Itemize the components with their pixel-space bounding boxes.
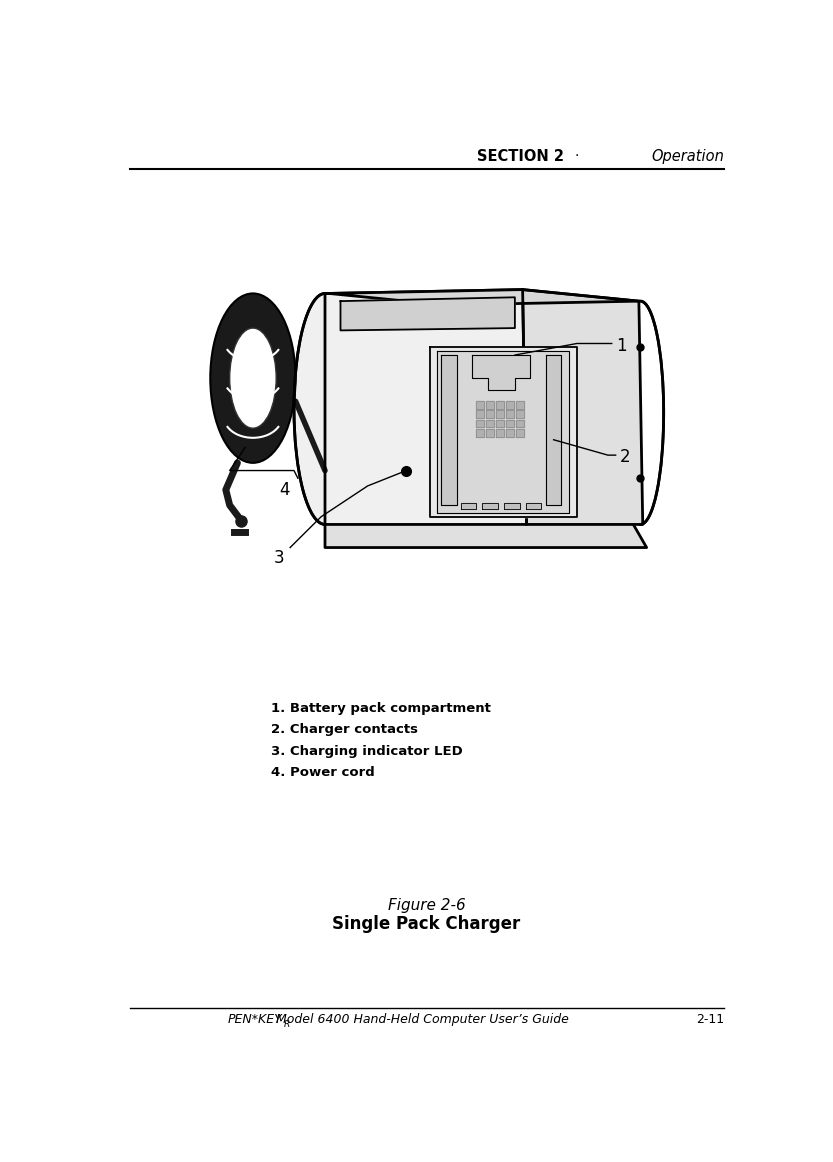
Polygon shape — [325, 521, 646, 547]
Text: 3. Charging indicator LED: 3. Charging indicator LED — [271, 745, 462, 758]
Bar — [516, 419, 524, 428]
Polygon shape — [325, 289, 526, 524]
Text: 3: 3 — [273, 550, 284, 567]
Bar — [476, 410, 484, 418]
Text: 2-11: 2-11 — [696, 1013, 724, 1026]
Polygon shape — [437, 351, 569, 512]
Bar — [506, 429, 514, 437]
Text: SECTION 2: SECTION 2 — [476, 149, 564, 164]
Text: Operation: Operation — [651, 149, 724, 164]
Bar — [496, 419, 504, 428]
Bar — [486, 401, 494, 409]
Polygon shape — [441, 356, 456, 505]
Polygon shape — [341, 297, 515, 330]
Text: 4: 4 — [280, 481, 290, 498]
Bar — [476, 429, 484, 437]
Bar — [504, 503, 520, 509]
Polygon shape — [522, 289, 643, 524]
Text: Model 6400 Hand-Held Computer User’s Guide: Model 6400 Hand-Held Computer User’s Gui… — [272, 1013, 569, 1026]
Bar — [486, 410, 494, 418]
Bar — [516, 429, 524, 437]
Bar — [496, 429, 504, 437]
Polygon shape — [329, 289, 639, 304]
Bar — [506, 419, 514, 428]
Text: 2. Charger contacts: 2. Charger contacts — [271, 723, 418, 736]
Bar — [496, 401, 504, 409]
Text: 2: 2 — [620, 449, 630, 466]
Bar — [496, 410, 504, 418]
Text: Figure 2-6: Figure 2-6 — [387, 898, 466, 913]
Bar — [486, 429, 494, 437]
Text: Single Pack Charger: Single Pack Charger — [332, 914, 521, 933]
Bar — [526, 503, 541, 509]
Text: ·: · — [575, 150, 579, 164]
Bar — [506, 401, 514, 409]
Polygon shape — [546, 356, 561, 505]
Text: R: R — [284, 1020, 290, 1030]
Bar — [516, 401, 524, 409]
Bar — [476, 401, 484, 409]
Text: 4. Power cord: 4. Power cord — [271, 766, 375, 780]
Ellipse shape — [210, 294, 296, 462]
Bar — [516, 410, 524, 418]
Ellipse shape — [230, 328, 277, 428]
Bar — [486, 419, 494, 428]
Text: 1: 1 — [616, 337, 626, 354]
Bar — [482, 503, 498, 509]
Bar — [476, 419, 484, 428]
Polygon shape — [294, 294, 325, 524]
Bar — [461, 503, 476, 509]
Text: 1. Battery pack compartment: 1. Battery pack compartment — [271, 702, 491, 715]
Polygon shape — [430, 347, 577, 517]
Text: PEN*KEY: PEN*KEY — [227, 1013, 282, 1026]
Polygon shape — [472, 356, 531, 389]
Bar — [506, 410, 514, 418]
